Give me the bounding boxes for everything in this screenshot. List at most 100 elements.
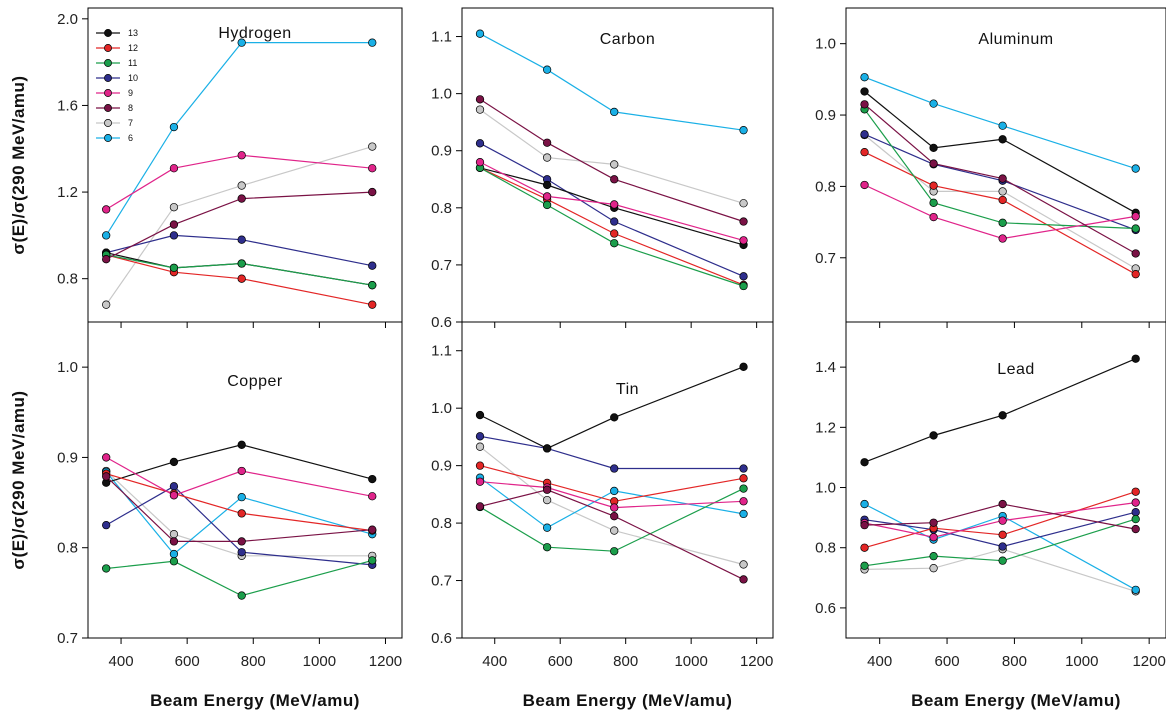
series-6 xyxy=(102,38,377,240)
x-axis-title: Beam Energy (MeV/amu) xyxy=(911,691,1121,710)
data-point xyxy=(102,255,111,264)
y-tick-label: 1.2 xyxy=(57,184,78,201)
series-12 xyxy=(860,148,1140,279)
series-line xyxy=(864,184,1136,240)
data-point xyxy=(998,516,1007,525)
data-point xyxy=(610,526,619,535)
series-line xyxy=(106,254,373,306)
data-point xyxy=(368,556,377,565)
data-point xyxy=(1131,487,1140,496)
data-point xyxy=(929,431,938,440)
data-point xyxy=(368,474,377,484)
y-tick-label: 0.6 xyxy=(431,630,452,647)
panel-aluminum: 0.7 0.8 0.9 1.0 Aluminum xyxy=(815,7,1166,328)
data-point xyxy=(475,157,485,167)
y-tick-label: 0.7 xyxy=(815,250,836,267)
data-point xyxy=(1131,224,1140,233)
x-tick-label: 1200 xyxy=(1132,653,1165,670)
series-line xyxy=(479,167,744,286)
data-point xyxy=(1131,498,1140,507)
data-point xyxy=(542,523,552,532)
y-tick-label: 0.8 xyxy=(431,200,452,217)
series-7 xyxy=(475,105,748,208)
series-6 xyxy=(475,29,748,135)
x-tick-label: 600 xyxy=(175,653,200,670)
data-point xyxy=(237,493,246,502)
data-point xyxy=(739,362,748,371)
data-point xyxy=(739,464,748,473)
data-point xyxy=(237,548,246,557)
data-point xyxy=(998,135,1007,144)
data-point xyxy=(475,95,485,104)
series-11 xyxy=(102,250,377,290)
y-tick-label: 0.6 xyxy=(815,600,836,617)
legend-label: 13 xyxy=(128,28,138,38)
data-point xyxy=(739,217,748,226)
series-line xyxy=(479,481,744,509)
y-tick-label: 1.0 xyxy=(815,36,836,53)
series-12 xyxy=(860,487,1140,552)
series-11 xyxy=(860,514,1140,570)
y-tick-label: 1.0 xyxy=(815,480,836,497)
series-13 xyxy=(860,87,1140,217)
series-11 xyxy=(475,484,748,556)
data-point xyxy=(929,551,938,561)
series-line xyxy=(105,146,373,306)
legend-label: 6 xyxy=(128,133,133,143)
panel-copper: 0.7 0.8 0.9 1.0 400 600 800 1000 1200 Copper Beam … xyxy=(9,321,403,710)
x-tick-label: 800 xyxy=(613,653,638,670)
data-point xyxy=(860,458,869,467)
legend-marker xyxy=(104,89,112,97)
data-point xyxy=(475,461,485,470)
data-point xyxy=(610,160,619,169)
data-point xyxy=(998,499,1007,509)
data-point xyxy=(368,38,377,47)
data-point xyxy=(102,472,111,481)
data-point xyxy=(542,543,552,552)
series-line xyxy=(479,167,744,287)
data-point xyxy=(368,187,377,197)
series-line xyxy=(479,98,744,223)
series-8 xyxy=(102,187,377,264)
series-9 xyxy=(860,180,1140,243)
series-line xyxy=(479,489,744,580)
series-line xyxy=(864,91,1136,214)
data-point xyxy=(475,139,485,148)
x-tick-label: 1000 xyxy=(1065,653,1098,670)
data-point xyxy=(102,300,111,309)
data-point xyxy=(237,38,246,47)
series-7 xyxy=(102,142,377,309)
data-point xyxy=(237,194,246,203)
data-point xyxy=(102,453,111,462)
panel-hydrogen: 0.8 1.2 1.6 2.0 Hydrogen σ(E)/σ(290 MeV/amu) xyxy=(9,7,403,328)
data-point xyxy=(368,525,377,534)
data-point xyxy=(542,180,552,190)
x-tick-label: 1000 xyxy=(674,653,707,670)
y-tick-label: 1.1 xyxy=(431,343,452,360)
legend-label: 7 xyxy=(128,118,133,128)
y-axis-title: σ(E)/σ(290 MeV/amu) xyxy=(9,390,28,569)
data-point xyxy=(475,477,485,486)
data-point xyxy=(739,474,748,483)
data-point xyxy=(998,530,1007,539)
legend: 13 12 11 10 9 8 7 6 xyxy=(96,28,138,143)
data-point xyxy=(929,159,938,168)
data-point xyxy=(739,509,748,519)
y-tick-label: 1.6 xyxy=(57,97,78,114)
y-tick-label: 1.1 xyxy=(431,29,452,46)
data-point xyxy=(102,564,111,573)
x-tick-label: 400 xyxy=(482,653,507,670)
y-tick-label: 1.4 xyxy=(815,359,836,376)
series-8 xyxy=(475,485,748,584)
data-point xyxy=(929,212,938,222)
data-point xyxy=(542,65,552,74)
series-line xyxy=(106,559,373,597)
plot-frame xyxy=(845,7,1166,323)
data-point xyxy=(102,205,111,214)
data-point xyxy=(739,560,748,569)
data-point xyxy=(929,564,938,573)
series-line xyxy=(105,154,373,210)
data-point xyxy=(610,547,619,556)
series-13 xyxy=(860,354,1140,467)
y-tick-label: 0.9 xyxy=(57,449,78,466)
